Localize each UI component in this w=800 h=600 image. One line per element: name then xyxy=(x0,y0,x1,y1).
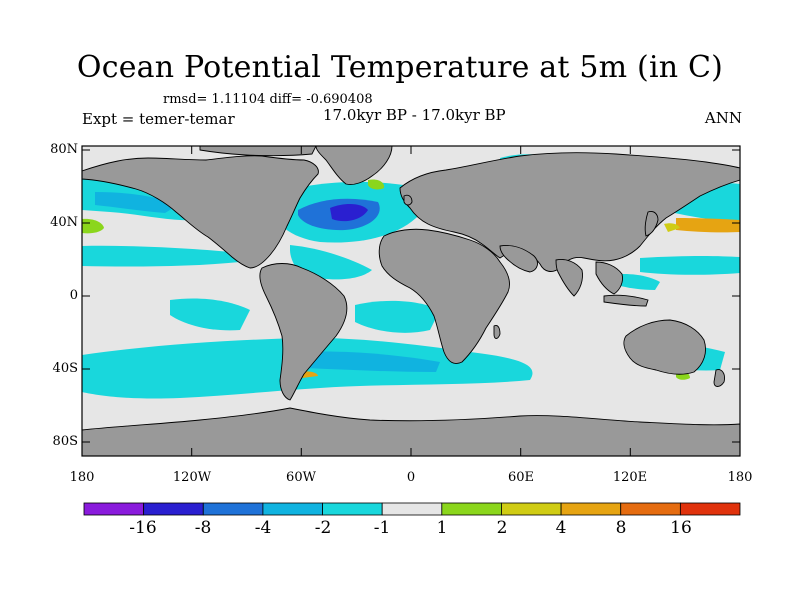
land-greenland xyxy=(315,146,393,185)
land-eurasia xyxy=(399,152,740,272)
land-australia xyxy=(623,319,706,375)
colorbar-box xyxy=(501,502,562,516)
lon-label-60e: 60E xyxy=(507,470,535,485)
lon-label-120e: 120E xyxy=(612,470,648,485)
colorbar-label: -8 xyxy=(194,518,212,538)
anomaly-south-pacific xyxy=(170,298,250,331)
anomaly-tropical-atlantic xyxy=(290,245,372,280)
anomaly-subtropical-pacific xyxy=(82,245,240,267)
land-antarctica xyxy=(82,407,740,456)
land-japan xyxy=(644,211,659,237)
land-india xyxy=(555,259,583,297)
colorbar-box xyxy=(262,502,323,516)
map-field xyxy=(82,146,740,456)
lon-label-120w: 120W xyxy=(172,470,212,485)
colorbar-label: -4 xyxy=(254,518,272,538)
period-label: 17.0kyr BP - 17.0kyr BP xyxy=(323,106,506,124)
anomaly-southern-ocean-mid xyxy=(300,351,440,372)
land-north-america xyxy=(82,155,319,269)
anomaly-kuroshio-warm xyxy=(676,218,740,233)
land-arabia xyxy=(499,245,538,273)
land-new-zealand xyxy=(713,369,725,387)
lat-label-80n: 80N xyxy=(50,142,78,157)
land-madagascar xyxy=(493,325,501,339)
stats-text: rmsd= 1.11104 diff= -0.690408 xyxy=(163,92,373,107)
season-label: ANN xyxy=(704,109,742,127)
experiment-label: Expt = temer-temar xyxy=(82,110,235,128)
colorbar-label: 4 xyxy=(555,518,567,538)
anomaly-nw-pacific-core xyxy=(95,192,178,213)
colorbar xyxy=(83,502,741,516)
anomaly-na-strong xyxy=(330,204,368,222)
anomaly-kuroshio-yellow xyxy=(664,223,680,232)
land-se-asia xyxy=(595,261,623,295)
colorbar-box xyxy=(143,502,204,516)
anomaly-warm-pacific xyxy=(82,218,104,234)
colorbar-box xyxy=(322,502,383,516)
lat-label-0: 0 xyxy=(69,288,78,303)
land-masses xyxy=(82,146,740,456)
anomaly-tropical-pacific-w xyxy=(640,256,740,275)
colorbar-label: 16 xyxy=(670,518,692,538)
colorbar-box xyxy=(202,502,264,516)
colorbar-box xyxy=(441,502,502,516)
land-uk xyxy=(403,194,413,206)
lon-label-60w: 60W xyxy=(286,470,316,485)
colorbar-label: -2 xyxy=(314,518,332,538)
colorbar-label: 1 xyxy=(436,518,448,538)
colorbar-label: -1 xyxy=(373,518,391,538)
colorbar-box xyxy=(679,502,741,516)
anomaly-equatorial-atlantic xyxy=(355,300,440,333)
colorbar-box xyxy=(381,502,443,516)
map-title: Ocean Potential Temperature at 5m (in C) xyxy=(76,50,724,85)
colorbar-label: -16 xyxy=(129,518,157,538)
colorbar-label: 8 xyxy=(615,518,627,538)
lon-label-180w: 180 xyxy=(69,470,95,485)
lat-label-40n: 40N xyxy=(50,215,78,230)
axis-ticks xyxy=(81,146,741,456)
anomaly-na-warm-strip xyxy=(368,179,385,190)
land-south-america xyxy=(259,263,348,401)
colorbar-box xyxy=(560,502,622,516)
land-arctic-islands xyxy=(199,146,317,157)
colorbar-label: 2 xyxy=(496,518,508,538)
land-indonesia xyxy=(603,294,649,307)
colorbar-box xyxy=(83,502,145,516)
lat-label-40s: 40S xyxy=(52,361,78,376)
lon-label-0: 0 xyxy=(406,470,416,485)
land-africa xyxy=(378,228,511,364)
lat-label-80s: 80S xyxy=(52,434,78,449)
colorbar-box xyxy=(620,502,681,516)
lon-label-180e: 180 xyxy=(727,470,753,485)
